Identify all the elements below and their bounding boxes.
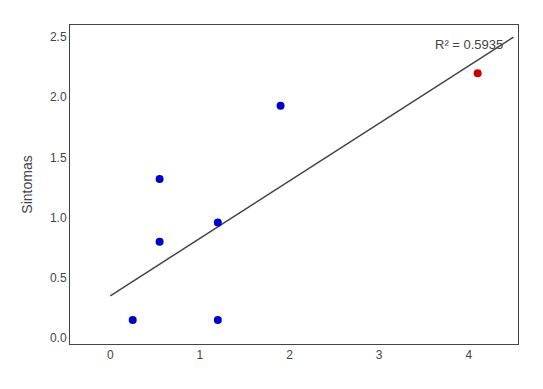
svg-text:0.0: 0.0 bbox=[50, 331, 67, 345]
svg-text:Sintomas: Sintomas bbox=[19, 155, 35, 213]
svg-text:1: 1 bbox=[197, 348, 204, 362]
svg-text:2: 2 bbox=[286, 348, 293, 362]
svg-text:2.5: 2.5 bbox=[50, 30, 67, 44]
svg-text:2.0: 2.0 bbox=[50, 90, 67, 104]
svg-text:R² = 0.5935: R² = 0.5935 bbox=[435, 37, 503, 52]
svg-text:0.5: 0.5 bbox=[50, 271, 67, 285]
svg-text:3: 3 bbox=[376, 348, 383, 362]
svg-text:0: 0 bbox=[107, 348, 114, 362]
svg-text:1.0: 1.0 bbox=[50, 211, 67, 225]
svg-text:1.5: 1.5 bbox=[50, 151, 67, 165]
svg-text:4: 4 bbox=[465, 348, 472, 362]
